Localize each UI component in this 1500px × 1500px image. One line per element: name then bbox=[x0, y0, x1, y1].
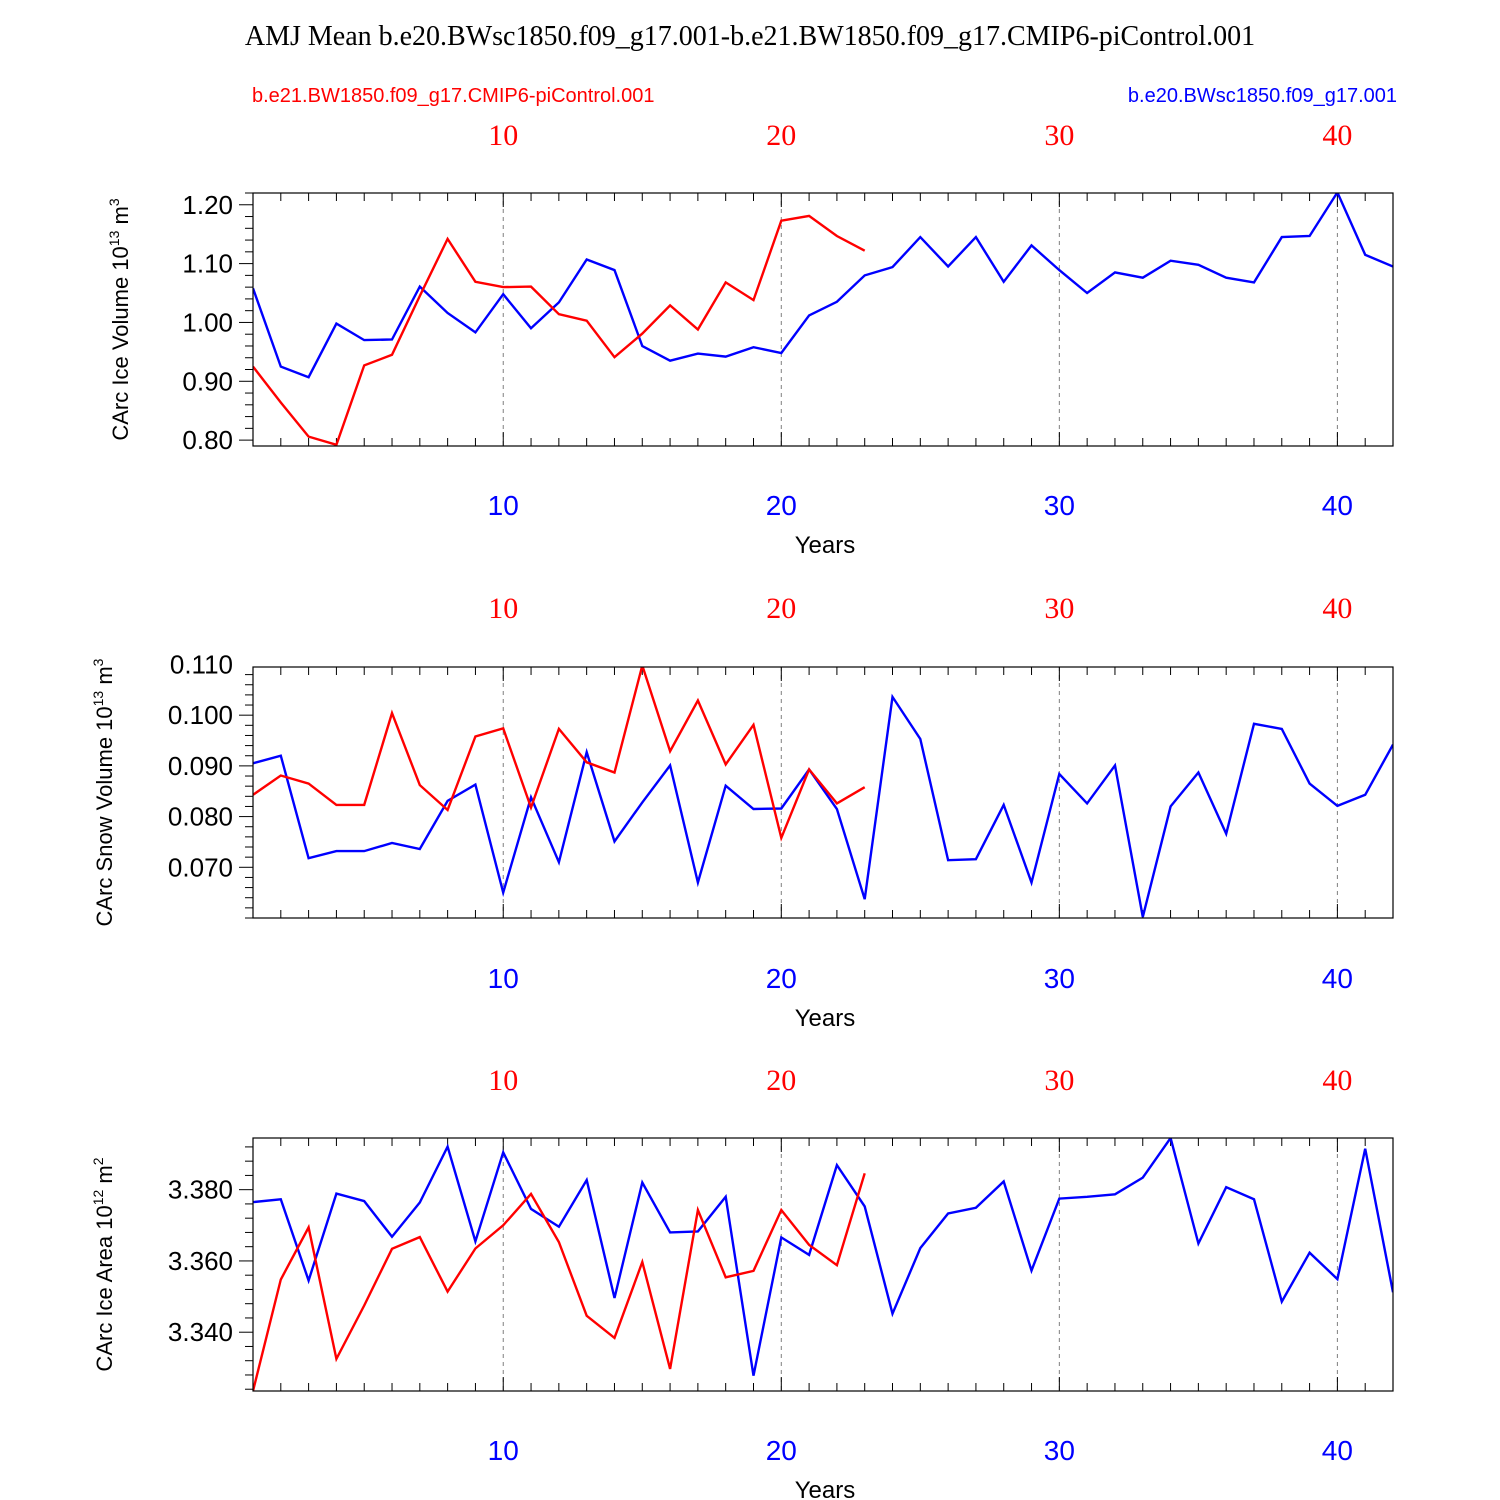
y-tick-label: 3.360 bbox=[168, 1246, 233, 1276]
y-tick-label: 3.340 bbox=[168, 1317, 233, 1347]
x-tick-label-top: 30 bbox=[1044, 592, 1074, 625]
x-tick-label-bottom: 20 bbox=[766, 963, 797, 994]
y-tick-label: 0.80 bbox=[182, 425, 233, 455]
plot-frame bbox=[252, 1137, 1394, 1392]
x-tick-label-top: 10 bbox=[488, 592, 518, 625]
x-tick-label-top: 40 bbox=[1322, 1064, 1352, 1097]
plot-frame bbox=[252, 192, 1394, 447]
series-line-red bbox=[253, 214, 866, 446]
x-axis-label: Years bbox=[795, 532, 856, 559]
x-tick-label-top: 30 bbox=[1044, 119, 1074, 152]
y-tick-label: 0.090 bbox=[168, 751, 233, 781]
panel-ice-volume: 0.80 0.90 1.00 1.10 1.20 10 10 20 20 30 30 40 40 Year… bbox=[106, 119, 1394, 559]
series-line-red bbox=[253, 1172, 866, 1391]
chart-title: AMJ Mean b.e20.BWsc1850.f09_g17.001-b.e2… bbox=[245, 21, 1255, 52]
x-tick-label-top: 40 bbox=[1322, 119, 1352, 152]
x-tick-label-bottom: 10 bbox=[488, 490, 519, 521]
x-axis-label: Years bbox=[795, 1477, 856, 1500]
x-tick-label-top: 30 bbox=[1044, 1064, 1074, 1097]
x-tick-label-top: 40 bbox=[1322, 592, 1352, 625]
x-tick-label-bottom: 10 bbox=[488, 963, 519, 994]
x-tick-label-bottom: 20 bbox=[766, 490, 797, 521]
x-tick-label-top: 20 bbox=[766, 119, 796, 152]
y-tick-label: 0.080 bbox=[168, 802, 233, 832]
panel-ice-area: 3.340 3.360 3.380 10 10 20 20 30 30 40 40 Years CArc… bbox=[90, 1064, 1394, 1500]
y-tick-label: 1.20 bbox=[182, 190, 233, 220]
plot-frame bbox=[252, 666, 1394, 919]
y-axis-label: CArc Ice Volume 1013 m3 bbox=[106, 198, 133, 440]
x-tick-label-top: 20 bbox=[766, 592, 796, 625]
x-tick-label-bottom: 10 bbox=[488, 1435, 519, 1466]
x-axis-label: Years bbox=[795, 1005, 856, 1032]
series-line-red bbox=[253, 667, 866, 842]
panel-snow-volume: 0.070 0.080 0.090 0.100 0.110 10 10 20 20 30 30 40 4… bbox=[90, 592, 1394, 1032]
y-tick-label: 0.100 bbox=[168, 700, 233, 730]
x-tick-label-bottom: 30 bbox=[1044, 1435, 1075, 1466]
y-tick-label: 0.110 bbox=[170, 649, 233, 679]
legend-red-case-label: b.e21.BW1850.f09_g17.CMIP6-piControl.001 bbox=[252, 85, 654, 107]
y-tick-label: 3.380 bbox=[168, 1175, 233, 1205]
y-axis-label: CArc Ice Area 1012 m2 bbox=[90, 1157, 117, 1371]
series-line-blue bbox=[253, 1138, 1393, 1376]
x-tick-label-bottom: 40 bbox=[1322, 963, 1353, 994]
y-tick-label: 0.070 bbox=[168, 852, 233, 882]
x-tick-label-bottom: 20 bbox=[766, 1435, 797, 1466]
x-tick-label-bottom: 40 bbox=[1322, 1435, 1353, 1466]
x-tick-label-top: 20 bbox=[766, 1064, 796, 1097]
x-tick-label-bottom: 30 bbox=[1044, 963, 1075, 994]
legend-blue-case-label: b.e20.BWsc1850.f09_g17.001 bbox=[1128, 85, 1397, 107]
x-tick-label-bottom: 40 bbox=[1322, 490, 1353, 521]
y-axis-label: CArc Snow Volume 1013 m3 bbox=[90, 658, 117, 926]
x-tick-label-bottom: 30 bbox=[1044, 490, 1075, 521]
y-tick-label: 0.90 bbox=[182, 366, 233, 396]
series-line-blue bbox=[253, 693, 1393, 918]
y-tick-label: 1.00 bbox=[182, 307, 233, 337]
x-tick-label-top: 10 bbox=[488, 1064, 518, 1097]
series-line-blue bbox=[253, 193, 1393, 379]
x-tick-label-top: 10 bbox=[488, 119, 518, 152]
y-tick-label: 1.10 bbox=[182, 249, 233, 279]
